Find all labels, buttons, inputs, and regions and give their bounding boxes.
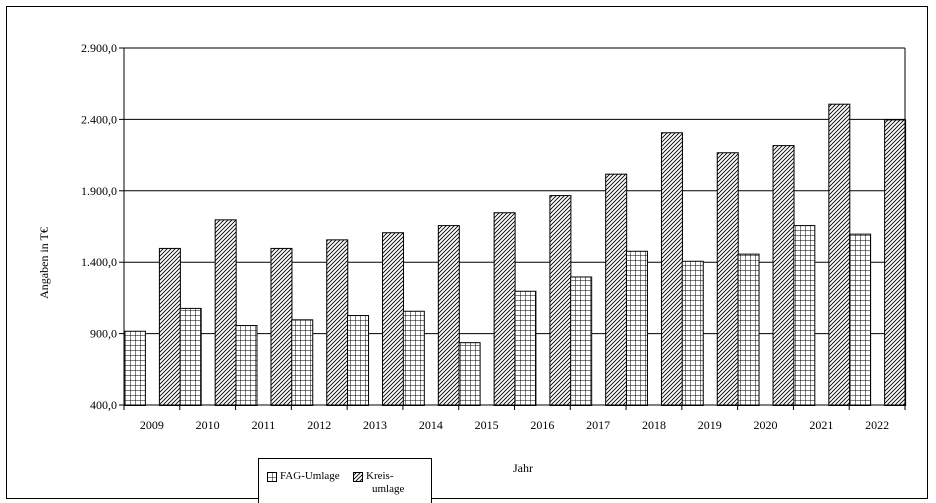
bar-kreis-2016 bbox=[549, 195, 572, 406]
bar-kreis-2018 bbox=[660, 132, 683, 406]
bar-fag-2017 bbox=[570, 276, 593, 407]
bar-kreis-2009 bbox=[158, 247, 181, 406]
bar-kreis-2015 bbox=[493, 212, 516, 406]
bars bbox=[123, 103, 907, 407]
x-tick-label: 2019 bbox=[698, 418, 722, 432]
bar-fag-2015 bbox=[458, 342, 481, 406]
bar-kreis-2017 bbox=[605, 173, 628, 406]
legend-swatch-diagonal bbox=[353, 472, 363, 482]
bar-kreis-2020 bbox=[772, 145, 795, 406]
bar-fag-2019 bbox=[681, 260, 704, 406]
bar-fag-2022 bbox=[849, 233, 872, 406]
bar-kreis-2021 bbox=[828, 103, 851, 407]
y-axis-title: Angaben in T€ bbox=[37, 227, 51, 299]
legend-label-fag: FAG-Umlage bbox=[280, 470, 340, 482]
x-tick-label: 2018 bbox=[642, 418, 666, 432]
x-tick-label: 2017 bbox=[586, 418, 610, 432]
tick-labels: 400,0 900,0 1.400,0 1.900,0 2.400,0 2.900,0 20… bbox=[81, 41, 889, 432]
axes bbox=[119, 47, 906, 410]
bar-fag-2016 bbox=[514, 290, 537, 407]
y-tick-label: 900,0 bbox=[90, 327, 117, 341]
y-tick-label: 1.900,0 bbox=[81, 184, 117, 198]
bar-fag-2020 bbox=[737, 253, 760, 406]
bar-kreis-2014 bbox=[437, 225, 460, 406]
bar-kreis-2013 bbox=[382, 232, 405, 406]
x-tick-label: 2009 bbox=[140, 418, 164, 432]
x-tick-label: 2020 bbox=[754, 418, 778, 432]
x-tick-label: 2015 bbox=[475, 418, 499, 432]
y-tick-label: 2.400,0 bbox=[81, 112, 117, 126]
x-tick-label: 2013 bbox=[363, 418, 387, 432]
bar-fag-2018 bbox=[625, 250, 648, 406]
bar-kreis-2011 bbox=[270, 247, 293, 406]
legend-label-kreis-1: Kreis- bbox=[366, 470, 394, 482]
bar-kreis-2019 bbox=[716, 152, 739, 406]
x-axis-title: Jahr bbox=[513, 461, 533, 475]
legend-item-fag: FAG-Umlage bbox=[267, 470, 340, 483]
bar-fag-2010 bbox=[179, 307, 202, 406]
bar-fag-2021 bbox=[793, 225, 816, 406]
x-tick-label: 2014 bbox=[419, 418, 443, 432]
bar-kreis-2012 bbox=[326, 239, 349, 406]
y-tick-label: 1.400,0 bbox=[81, 255, 117, 269]
legend-swatch-grid bbox=[267, 472, 277, 482]
legend: FAG-Umlage Kreis- umlage bbox=[258, 458, 432, 503]
bar-fag-2011 bbox=[235, 325, 258, 407]
bar-fag-2009 bbox=[123, 330, 146, 406]
x-tick-label: 2016 bbox=[530, 418, 554, 432]
x-tick-label: 2021 bbox=[809, 418, 833, 432]
x-tick-label: 2010 bbox=[196, 418, 220, 432]
chart-frame bbox=[6, 6, 928, 499]
legend-label-kreis-2: umlage bbox=[372, 483, 405, 495]
x-tick-label: 2012 bbox=[307, 418, 331, 432]
bar-fag-2013 bbox=[347, 315, 370, 407]
y-tick-label: 400,0 bbox=[90, 398, 117, 412]
y-tick-label: 2.900,0 bbox=[81, 41, 117, 55]
bar-kreis-2010 bbox=[214, 219, 237, 406]
x-tick-label: 2022 bbox=[865, 418, 889, 432]
x-tick-label: 2011 bbox=[252, 418, 276, 432]
bar-kreis-2022 bbox=[884, 119, 907, 407]
bar-fag-2012 bbox=[291, 319, 314, 407]
bar-fag-2014 bbox=[402, 310, 425, 407]
legend-item-kreis: Kreis- umlage bbox=[353, 470, 404, 496]
